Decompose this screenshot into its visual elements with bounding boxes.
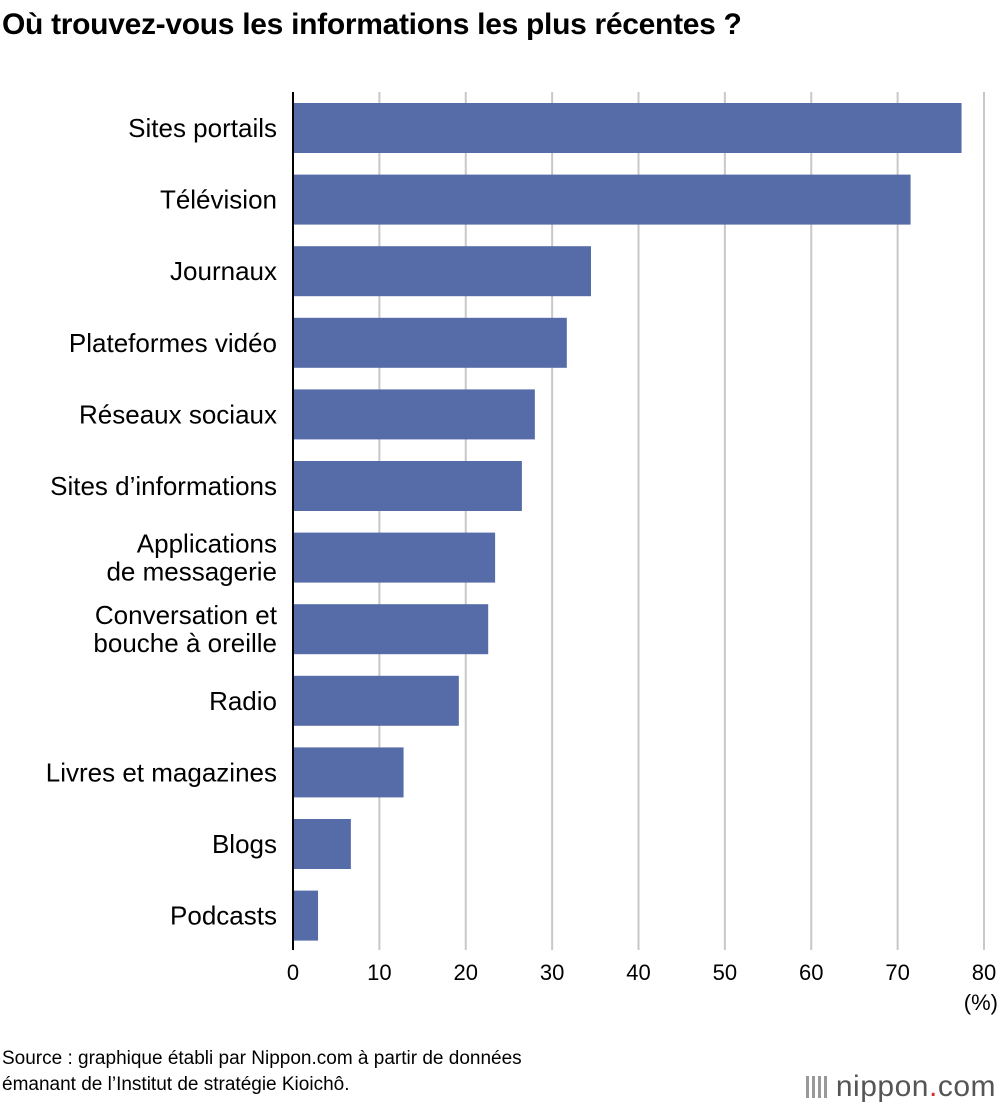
source-line: Source : graphique établi par Nippon.com… <box>2 1048 522 1069</box>
chart-title: Où trouvez-vous les informations les plu… <box>2 8 742 41</box>
bar <box>293 461 522 511</box>
bar <box>293 604 489 655</box>
x-tick-label: 80 <box>972 960 996 985</box>
category-label: Sites portails <box>128 113 277 143</box>
category-label: Télévision <box>160 185 277 215</box>
x-tick-label: 30 <box>540 960 564 985</box>
x-tick-label: 10 <box>367 960 391 985</box>
bar <box>293 675 459 726</box>
category-label: Journaux <box>170 256 277 286</box>
category-label: Plateformes vidéo <box>69 328 277 358</box>
category-label: Sites d’informations <box>50 471 277 501</box>
category-label: Radio <box>209 686 277 716</box>
bar <box>293 389 535 440</box>
category-label: Applications de messagerie <box>106 529 277 587</box>
category-label: Podcasts <box>170 901 277 931</box>
x-axis-label: (%) <box>964 990 998 1015</box>
x-tick-label: 50 <box>713 960 737 985</box>
bar <box>293 317 567 368</box>
category-label: Blogs <box>212 829 277 859</box>
source-line: émanant de l’Institut de stratégie Kioic… <box>2 1074 350 1095</box>
bar <box>293 246 591 297</box>
x-tick-label: 40 <box>626 960 650 985</box>
x-tick-label: 60 <box>799 960 823 985</box>
bar <box>293 890 319 941</box>
bar <box>293 174 911 225</box>
category-label: Livres et magazines <box>46 757 277 787</box>
nippon-logo: nippon.com <box>805 1070 996 1104</box>
category-label: Conversation et bouche à oreille <box>93 600 277 658</box>
bar <box>293 103 962 153</box>
bar <box>293 747 404 798</box>
x-tick-label: 70 <box>885 960 909 985</box>
bar-chart: 0 10 20 30 40 50 60 70 80 (%) Sites portails Télévi… <box>46 92 998 1015</box>
source-note: Source : graphique établi par Nippon.com… <box>2 1046 522 1098</box>
logo-mark-icon <box>805 1076 828 1098</box>
category-label: Réseaux sociaux <box>79 399 277 429</box>
bar <box>293 819 351 869</box>
bar <box>293 532 496 583</box>
x-tick-label: 20 <box>454 960 478 985</box>
x-tick-label: 0 <box>287 960 299 985</box>
